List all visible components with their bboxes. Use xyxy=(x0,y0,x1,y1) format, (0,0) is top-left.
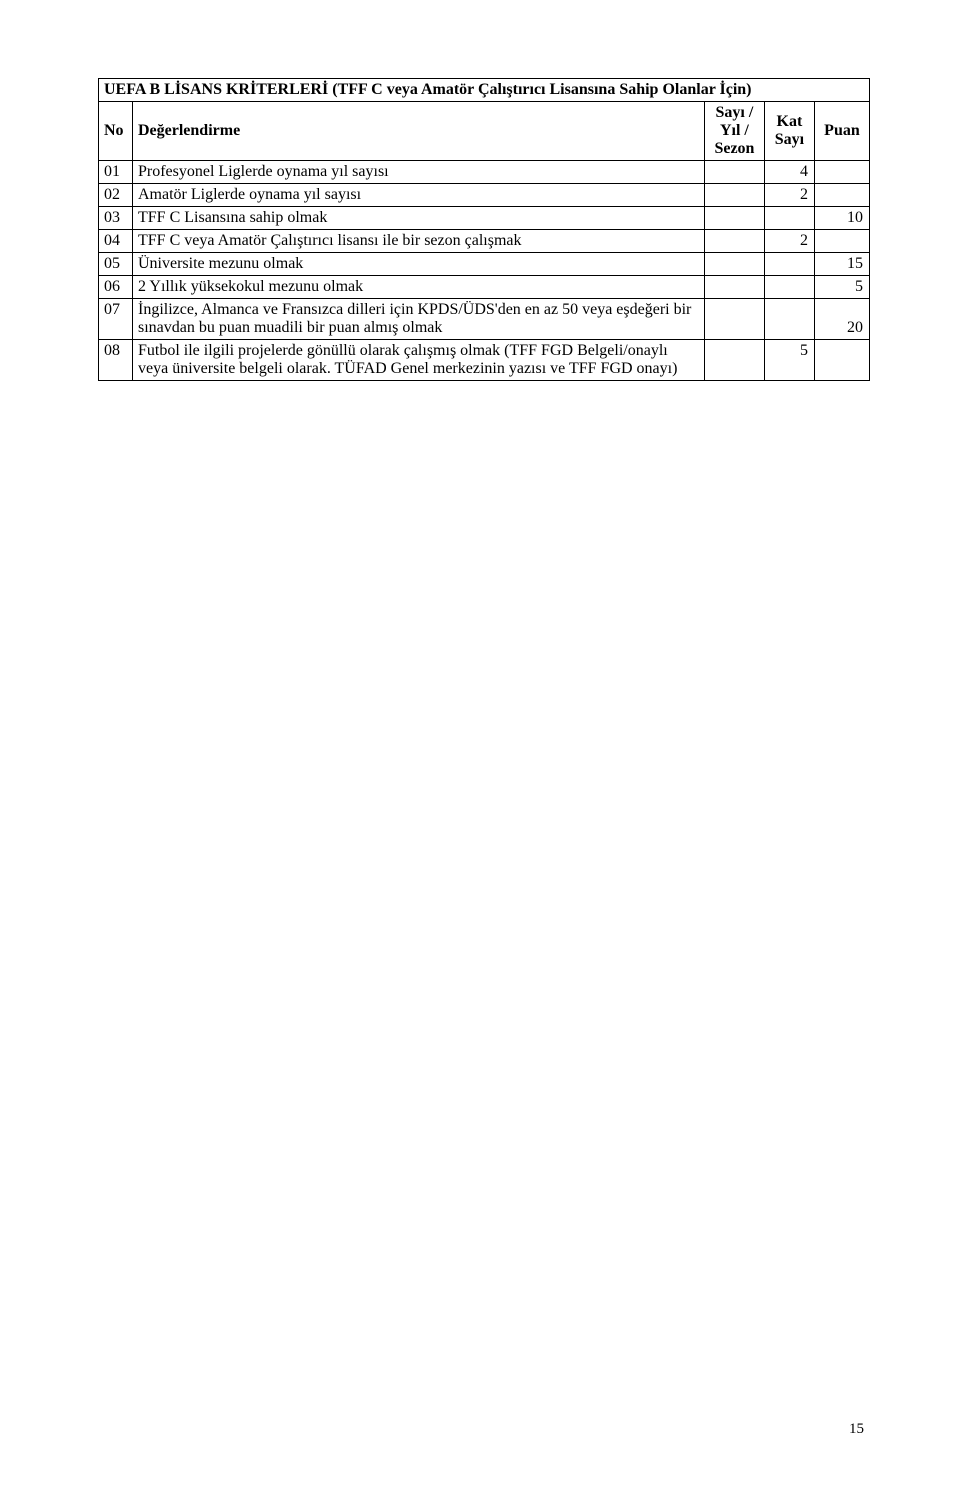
cell-kat xyxy=(764,299,814,340)
cell-sayi xyxy=(704,299,764,340)
criteria-table: UEFA B LİSANS KRİTERLERİ (TFF C veya Ama… xyxy=(98,78,870,381)
cell-puan xyxy=(814,230,869,253)
cell-no: 06 xyxy=(99,276,133,299)
cell-desc: Üniversite mezunu olmak xyxy=(133,253,705,276)
table-row: 05 Üniversite mezunu olmak 15 xyxy=(99,253,870,276)
cell-sayi xyxy=(704,184,764,207)
table-title-row: UEFA B LİSANS KRİTERLERİ (TFF C veya Ama… xyxy=(99,79,870,102)
cell-puan: 20 xyxy=(814,299,869,340)
table-header-row: No Değerlendirme Sayı / Yıl / Sezon Kat … xyxy=(99,102,870,161)
cell-sayi xyxy=(704,340,764,381)
cell-sayi xyxy=(704,253,764,276)
cell-kat: 2 xyxy=(764,230,814,253)
header-no: No xyxy=(99,102,133,161)
cell-puan: 15 xyxy=(814,253,869,276)
table-row: 01 Profesyonel Liglerde oynama yıl sayıs… xyxy=(99,161,870,184)
cell-desc: Futbol ile ilgili projelerde gönüllü ola… xyxy=(133,340,705,381)
cell-no: 04 xyxy=(99,230,133,253)
cell-desc: Profesyonel Liglerde oynama yıl sayısı xyxy=(133,161,705,184)
header-kat: Kat Sayı xyxy=(764,102,814,161)
cell-no: 08 xyxy=(99,340,133,381)
cell-kat xyxy=(764,253,814,276)
cell-no: 02 xyxy=(99,184,133,207)
cell-kat xyxy=(764,276,814,299)
cell-kat xyxy=(764,207,814,230)
table-row: 03 TFF C Lisansına sahip olmak 10 xyxy=(99,207,870,230)
table-row: 08 Futbol ile ilgili projelerde gönüllü … xyxy=(99,340,870,381)
header-desc: Değerlendirme xyxy=(133,102,705,161)
cell-desc: İngilizce, Almanca ve Fransızca dilleri … xyxy=(133,299,705,340)
cell-kat: 2 xyxy=(764,184,814,207)
cell-puan xyxy=(814,184,869,207)
table-row: 07 İngilizce, Almanca ve Fransızca dille… xyxy=(99,299,870,340)
cell-desc: Amatör Liglerde oynama yıl sayısı xyxy=(133,184,705,207)
cell-kat: 4 xyxy=(764,161,814,184)
cell-no: 03 xyxy=(99,207,133,230)
table-row: 02 Amatör Liglerde oynama yıl sayısı 2 xyxy=(99,184,870,207)
cell-puan: 5 xyxy=(814,276,869,299)
cell-desc: TFF C Lisansına sahip olmak xyxy=(133,207,705,230)
cell-puan xyxy=(814,161,869,184)
table-row: 04 TFF C veya Amatör Çalıştırıcı lisansı… xyxy=(99,230,870,253)
cell-puan: 10 xyxy=(814,207,869,230)
cell-no: 01 xyxy=(99,161,133,184)
table-row: 06 2 Yıllık yüksekokul mezunu olmak 5 xyxy=(99,276,870,299)
cell-sayi xyxy=(704,207,764,230)
header-sayi: Sayı / Yıl / Sezon xyxy=(704,102,764,161)
cell-desc: 2 Yıllık yüksekokul mezunu olmak xyxy=(133,276,705,299)
table-title: UEFA B LİSANS KRİTERLERİ (TFF C veya Ama… xyxy=(99,79,870,102)
cell-desc: TFF C veya Amatör Çalıştırıcı lisansı il… xyxy=(133,230,705,253)
header-puan: Puan xyxy=(814,102,869,161)
cell-no: 07 xyxy=(99,299,133,340)
page-number: 15 xyxy=(849,1421,864,1438)
cell-no: 05 xyxy=(99,253,133,276)
cell-puan xyxy=(814,340,869,381)
cell-sayi xyxy=(704,161,764,184)
cell-sayi xyxy=(704,276,764,299)
cell-kat: 5 xyxy=(764,340,814,381)
document-page: UEFA B LİSANS KRİTERLERİ (TFF C veya Ama… xyxy=(0,0,960,381)
cell-sayi xyxy=(704,230,764,253)
